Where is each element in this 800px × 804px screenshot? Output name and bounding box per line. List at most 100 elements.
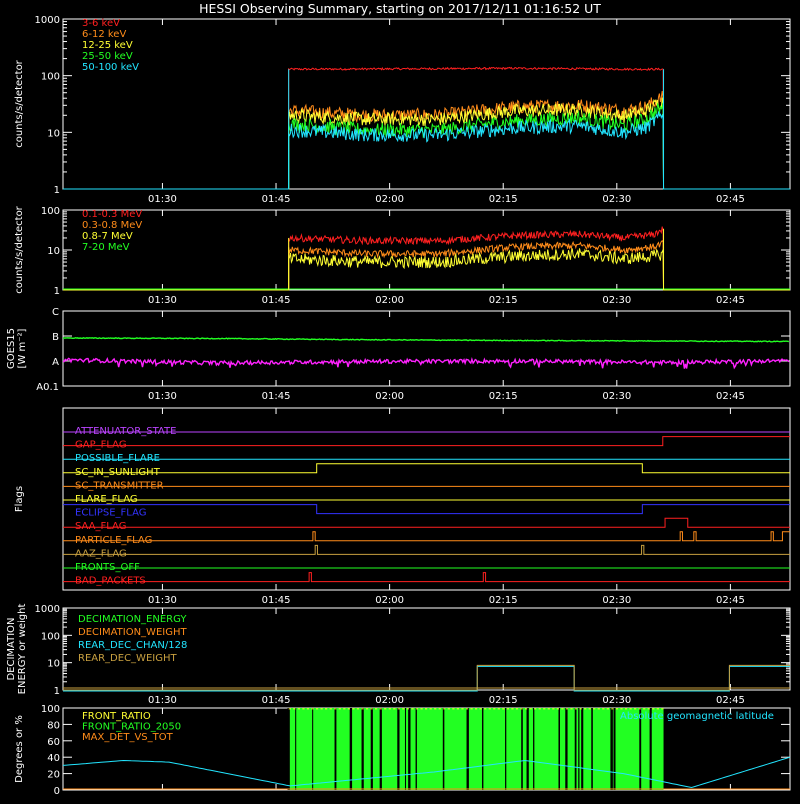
panel-frame (62, 310, 791, 387)
legend-entry: REAR_DEC_CHAN/128 (78, 640, 187, 651)
panel-3: GOES15 [W m⁻²] A0.1 A B C 01:30 01:45 02:00 02:15… (6, 307, 791, 402)
time-tick-label: 02:15 (489, 194, 518, 205)
panel-4: FlagsATTENUATOR_STATEGAP_FLAGPOSSIBLE_FL… (14, 407, 791, 606)
time-tick-label: 02:00 (375, 295, 404, 306)
legend-entry: FRONT_RATIO_2050 (82, 722, 181, 733)
y-axis-label: ENERGY or weight (17, 604, 28, 695)
flag-aaz-flag (63, 544, 790, 555)
series-rear-dec-weight (63, 664, 790, 691)
time-tick-label: 02:00 (375, 391, 404, 402)
panel-2: counts/s/detector 1 10 100 0.1-0.3 MeV0.3-0.… (14, 205, 791, 306)
legend-entry: MAX_DET_VS_TOT (82, 732, 174, 743)
y-tick-label: 1000 (35, 604, 60, 615)
flag-label: ECLIPSE_FLAG (75, 508, 146, 519)
legend-entry: 0.8-7 MeV (82, 231, 133, 242)
series-12-25-kev (63, 97, 790, 190)
time-tick-label: 02:45 (716, 295, 745, 306)
series-0-8-7-mev (63, 248, 790, 291)
series-25-50-kev (63, 102, 790, 190)
goes-short-series (62, 356, 790, 370)
panel-5: DECIMATION ENERGY or weight 1 10 100 1000 DECI… (6, 604, 791, 706)
time-tick-label: 02:15 (489, 295, 518, 306)
legend-entry: 3-6 keV (82, 18, 120, 29)
time-tick-label: 02:15 (489, 391, 518, 402)
y-tick-label: 60 (47, 737, 60, 748)
legend-entry: 7-20 MeV (82, 242, 130, 253)
y-tick-label: 1 (54, 686, 60, 697)
legend-entry: FRONT_RATIO (82, 711, 151, 722)
legend-entry: DECIMATION_WEIGHT (78, 627, 187, 638)
y-tick-label: C (52, 307, 59, 318)
time-tick-label: 02:45 (716, 391, 745, 402)
time-tick-label: 02:15 (489, 595, 518, 606)
series-0-3-0-8-mev (63, 240, 790, 291)
y-tick-label: A0.1 (36, 382, 59, 393)
time-tick-label: 02:00 (375, 595, 404, 606)
y-tick-label: 20 (47, 770, 60, 781)
y-tick-label: 100 (41, 631, 60, 642)
geomagnetic-latitude-series (62, 756, 791, 789)
time-tick-label: 01:45 (262, 595, 291, 606)
panel-frame (62, 407, 791, 591)
time-tick-label: 02:45 (716, 194, 745, 205)
y-tick-label: 100 (41, 704, 60, 715)
legend-entry: 50-100 keV (82, 62, 139, 73)
series-0-1-0-3-mev (63, 226, 790, 291)
time-tick-label: 01:45 (262, 194, 291, 205)
series-6-12-kev (63, 91, 790, 190)
y-tick-label: A (52, 357, 59, 368)
time-tick-label: 02:15 (489, 695, 518, 706)
time-tick-label: 02:30 (602, 695, 631, 706)
time-tick-label: 02:30 (602, 194, 631, 205)
time-tick-label: 01:30 (148, 391, 177, 402)
flag-eclipse-flag (63, 504, 790, 515)
flag-bad-packets (63, 572, 790, 583)
time-tick-label: 02:30 (602, 295, 631, 306)
time-tick-label: 02:00 (375, 194, 404, 205)
page-title: HESSI Observing Summary, starting on 201… (199, 1, 601, 16)
time-tick-label: 01:45 (262, 295, 291, 306)
series-3-6-kev (63, 66, 790, 190)
y-tick-label: 10 (47, 659, 60, 670)
panel-frame (62, 18, 791, 190)
panel-frame (62, 209, 791, 291)
y-axis-label: Flags (14, 486, 25, 512)
y-tick-label: 10 (47, 128, 60, 139)
y-tick-label: 10 (47, 246, 60, 257)
time-tick-label: 02:45 (716, 595, 745, 606)
panel-6: Degrees or % 0 20 40 60 80 100 FRONT_RATIOFRONT… (14, 704, 791, 797)
time-tick-label: 01:45 (262, 695, 291, 706)
series-rear-dec-chan-128 (63, 665, 790, 692)
flag-saa-flag (63, 517, 790, 528)
legend-entry: DECIMATION_ENERGY (78, 614, 187, 625)
y-axis-label: GOES15 (6, 328, 17, 369)
y-tick-label: 0 (54, 786, 60, 797)
y-tick-label: 80 (47, 720, 60, 731)
flag-gap-flag (63, 436, 790, 447)
latitude-annotation: Absolute geomagnetic latitude (620, 711, 774, 722)
flag-sc-in-sunlight (63, 463, 790, 474)
time-tick-label: 02:45 (716, 695, 745, 706)
time-tick-label: 02:30 (602, 595, 631, 606)
flag-particle-flag (63, 531, 790, 542)
time-tick-label: 01:30 (148, 194, 177, 205)
y-tick-label: 1000 (35, 15, 60, 26)
time-tick-label: 01:30 (148, 595, 177, 606)
y-axis-label: counts/s/detector (14, 59, 25, 147)
goes-long-series (62, 336, 790, 343)
y-axis-label: Degrees or % (14, 715, 25, 783)
y-tick-label: 100 (41, 206, 60, 217)
legend-entry: 6-12 keV (82, 29, 126, 40)
y-tick-label: 1 (54, 185, 60, 196)
time-tick-label: 01:30 (148, 295, 177, 306)
y-axis-label: [W m⁻²] (17, 328, 28, 368)
series-50-100-kev (63, 111, 790, 190)
y-tick-label: 40 (47, 753, 60, 764)
time-tick-label: 01:45 (262, 391, 291, 402)
legend-entry: 25-50 keV (82, 51, 133, 62)
time-tick-label: 01:30 (148, 695, 177, 706)
y-tick-label: 100 (41, 72, 60, 83)
y-tick-label: 1 (54, 286, 60, 297)
